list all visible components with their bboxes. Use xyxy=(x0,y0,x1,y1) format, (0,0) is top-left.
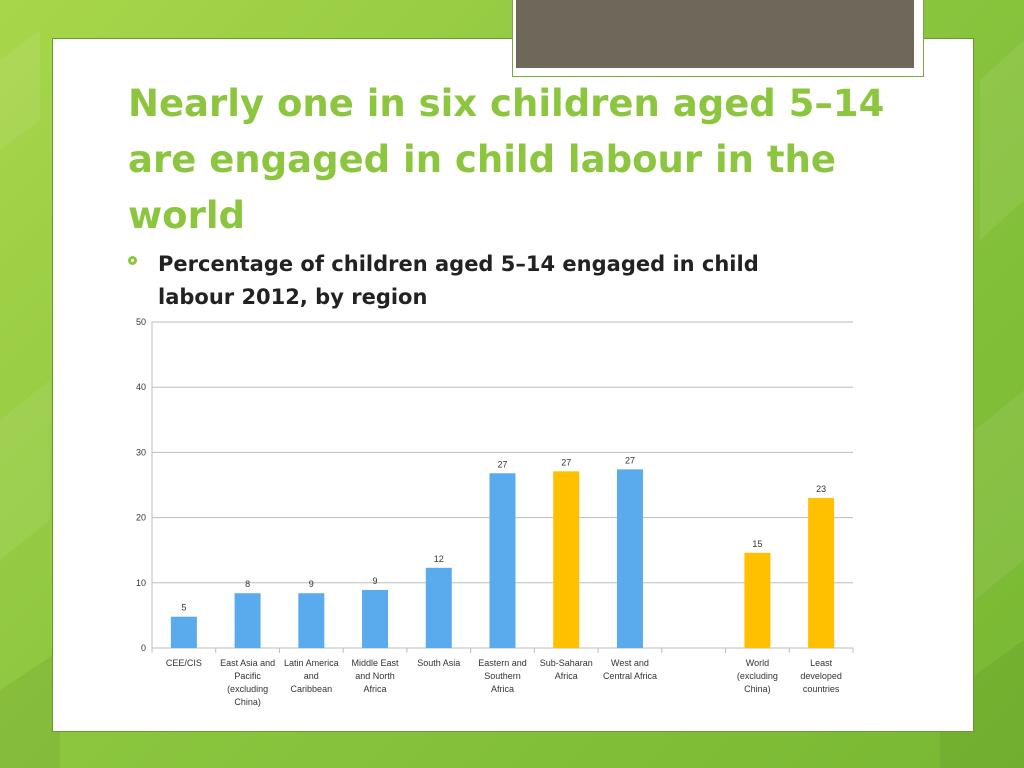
bar xyxy=(489,473,516,648)
category-label: Sub-Saharan Africa xyxy=(540,658,593,681)
y-tick-label: 30 xyxy=(136,447,146,457)
bar xyxy=(298,593,325,648)
bar-data-label: 27 xyxy=(497,459,507,469)
bar xyxy=(362,589,389,648)
bar-data-label: 15 xyxy=(752,539,762,549)
y-tick-label: 0 xyxy=(141,643,146,653)
category-label: World (excluding China) xyxy=(737,658,778,694)
bar-data-label: 27 xyxy=(625,455,635,465)
slide-title: Nearly one in six children aged 5–14 are… xyxy=(128,82,885,237)
bar xyxy=(616,469,643,648)
bar-data-label: 27 xyxy=(561,457,571,467)
bar-data-label: 9 xyxy=(373,576,378,586)
category-label: Middle East and North Africa xyxy=(352,658,400,694)
bullet-text: Percentage of children aged 5–14 engaged… xyxy=(158,252,759,309)
category-label: CEE/CIS xyxy=(166,658,202,668)
bar xyxy=(808,498,835,648)
bar-data-label: 5 xyxy=(181,603,186,613)
bar-chart: 0 10 20 30 40 50 5 CEE/CIS 8 East Asia and Pacific… xyxy=(136,317,854,707)
bar-data-label: 8 xyxy=(245,579,250,589)
category-label: Least developed countries xyxy=(800,658,842,694)
bar xyxy=(425,567,452,648)
y-tick-label: 40 xyxy=(136,382,146,392)
bar-data-label: 23 xyxy=(816,484,826,494)
category-label: East Asia and Pacific (excluding China) xyxy=(220,658,275,707)
header-tab-fill xyxy=(516,0,914,68)
bar xyxy=(234,593,261,648)
bar xyxy=(744,552,771,648)
bar-data-label: 12 xyxy=(434,554,444,564)
y-tick-label: 50 xyxy=(136,317,146,327)
y-tick-label: 20 xyxy=(136,513,146,523)
bar xyxy=(170,616,197,648)
bullet-circle-icon xyxy=(128,256,137,265)
category-label: Eastern and Southern Africa xyxy=(478,658,527,694)
category-label: West and Central Africa xyxy=(603,658,657,681)
bar xyxy=(553,471,580,648)
category-label: Latin America and Caribbean xyxy=(284,658,339,694)
category-label: South Asia xyxy=(417,658,460,668)
bar-data-label: 9 xyxy=(309,579,314,589)
y-tick-label: 10 xyxy=(136,578,146,588)
